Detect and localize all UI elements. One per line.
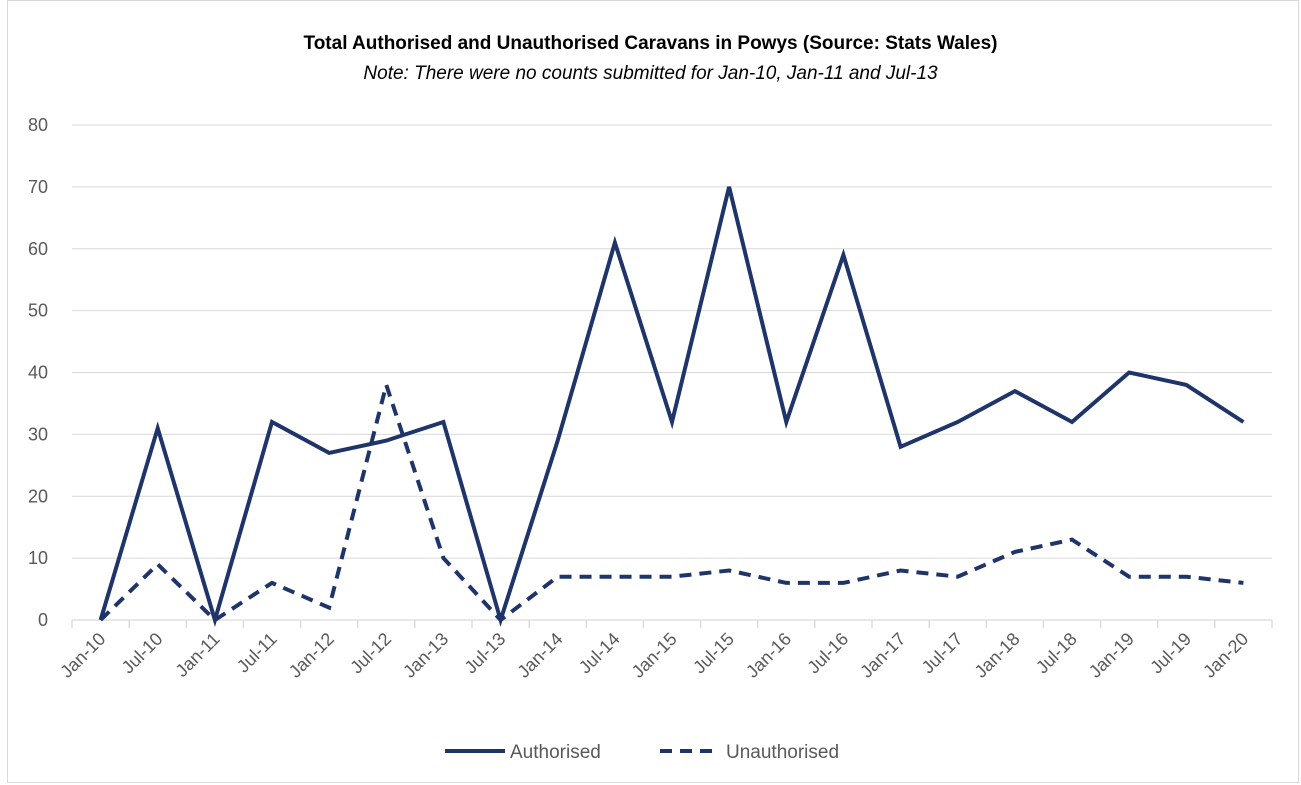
y-tick-label: 60 <box>28 239 48 259</box>
legend-label-authorised: Authorised <box>510 742 601 763</box>
x-tick-label: Jan-12 <box>285 629 338 682</box>
x-tick-label: Jan-15 <box>628 629 681 682</box>
series-line-unauthorised <box>99 377 1244 623</box>
x-tick-label: Jul-14 <box>575 629 624 678</box>
x-tick-label: Jul-11 <box>233 629 281 677</box>
x-tick-label: Jan-18 <box>971 629 1024 682</box>
series-line-authorised <box>98 186 1245 628</box>
x-tick-label: Jul-16 <box>803 629 852 678</box>
y-tick-label: 0 <box>38 610 48 630</box>
x-tick-label: Jul-19 <box>1146 629 1195 678</box>
y-tick-label: 20 <box>28 486 48 506</box>
y-tick-label: 40 <box>28 363 48 383</box>
y-tick-label: 10 <box>28 548 48 568</box>
x-tick-label: Jan-20 <box>1199 629 1252 682</box>
x-tick-label: Jan-10 <box>56 629 109 682</box>
chart-subtitle: Note: There were no counts submitted for… <box>363 63 938 84</box>
x-tick-label: Jul-13 <box>461 629 510 678</box>
x-tick-label: Jan-16 <box>742 629 795 682</box>
y-tick-label: 70 <box>28 177 48 197</box>
x-tick-label: Jul-15 <box>689 629 738 678</box>
x-tick-label: Jul-18 <box>1032 629 1081 678</box>
x-tick-label: Jan-19 <box>1085 629 1138 682</box>
chart-title: Total Authorised and Unauthorised Carava… <box>303 33 998 54</box>
x-tick-label: Jul-10 <box>118 629 167 678</box>
legend-label-unauthorised: Unauthorised <box>726 742 839 763</box>
y-tick-label: 50 <box>28 301 48 321</box>
x-tick-label: Jan-11 <box>172 629 224 681</box>
y-tick-label: 80 <box>28 115 48 135</box>
x-tick-label: Jan-13 <box>399 629 452 682</box>
x-tick-label: Jan-17 <box>856 629 909 682</box>
x-tick-label: Jul-17 <box>918 629 967 678</box>
chart-frame <box>7 0 1299 783</box>
x-tick-label: Jul-12 <box>346 629 395 678</box>
x-tick-label: Jan-14 <box>513 629 566 682</box>
y-tick-label: 30 <box>28 424 48 444</box>
